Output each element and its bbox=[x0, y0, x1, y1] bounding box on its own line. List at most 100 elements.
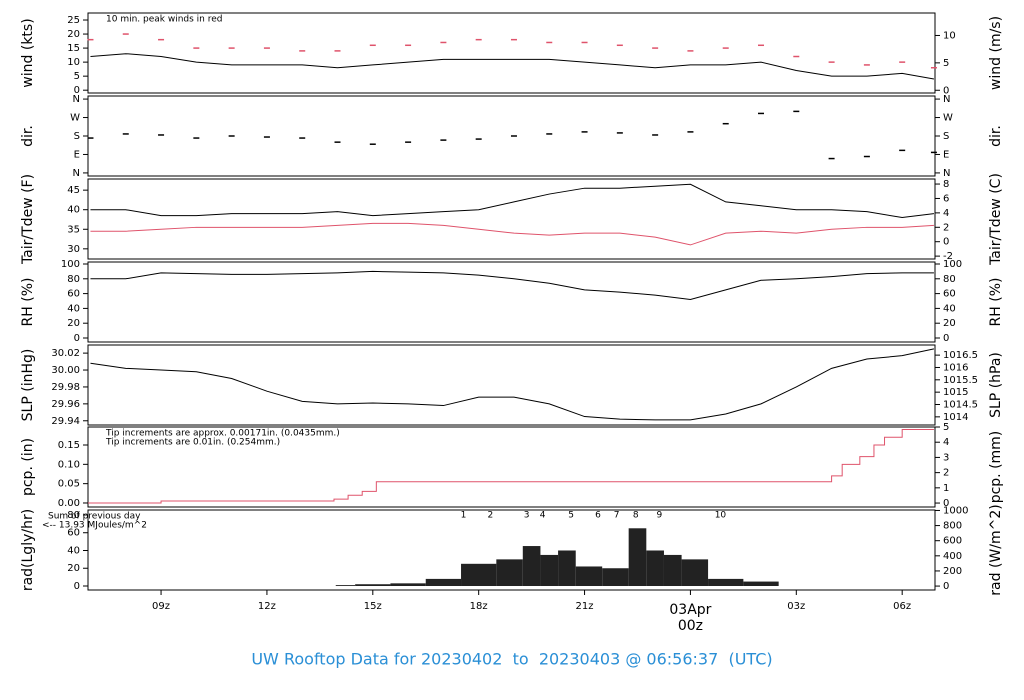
y-tick-label: 80 bbox=[67, 274, 80, 285]
panel-frame bbox=[87, 344, 936, 426]
bar bbox=[335, 585, 356, 587]
y2-tick-label: 2 bbox=[943, 222, 949, 233]
y2-tick-label: 100 bbox=[943, 259, 962, 270]
y2-tick-label: 20 bbox=[943, 318, 956, 329]
sun-label: 7 bbox=[614, 511, 620, 521]
y-tick-label: 20 bbox=[67, 29, 80, 40]
sun-label: 4 bbox=[540, 511, 546, 521]
annotation: 10 min. peak winds in red bbox=[106, 15, 223, 25]
bar bbox=[540, 554, 559, 587]
y2-tick-label: 1014 bbox=[943, 412, 968, 423]
x-tick-label: 15z bbox=[364, 601, 382, 612]
y-axis-label: pcp. (in) bbox=[20, 438, 36, 496]
y2-tick-label: 60 bbox=[943, 289, 956, 300]
y2-tick-label: 40 bbox=[943, 303, 956, 314]
bar bbox=[646, 550, 664, 587]
y-tick-label: 29.98 bbox=[51, 382, 80, 393]
sun-label: 5 bbox=[568, 511, 574, 521]
y2-tick-label: 80 bbox=[943, 274, 956, 285]
y-tick-label: 0.00 bbox=[58, 498, 80, 509]
y-tick-label: 60 bbox=[67, 528, 80, 539]
y-tick-label: S bbox=[74, 131, 80, 142]
bar bbox=[425, 578, 462, 587]
y2-tick-label: S bbox=[943, 131, 949, 142]
bar bbox=[743, 581, 779, 587]
sun-label: 8 bbox=[633, 511, 639, 521]
y-tick-label: 40 bbox=[67, 205, 80, 216]
y2-tick-label: -2 bbox=[943, 251, 953, 262]
y-tick-label: 0.10 bbox=[58, 459, 80, 470]
series-line bbox=[90, 348, 935, 421]
bar bbox=[663, 554, 682, 587]
y2-tick-label: E bbox=[943, 149, 949, 160]
annotation: <-- 13.93 MJoules/m^2 bbox=[42, 521, 147, 531]
y-axis-label: dir. bbox=[20, 125, 36, 147]
series-line bbox=[90, 53, 935, 80]
y-axis-label: SLP (inHg) bbox=[20, 349, 36, 422]
y-tick-label: 0.15 bbox=[58, 440, 80, 451]
y2-tick-label: 0 bbox=[943, 581, 949, 592]
x-tick-label: 21z bbox=[576, 601, 594, 612]
y-tick-label: 45 bbox=[67, 185, 80, 196]
panel-frame bbox=[87, 426, 936, 508]
y2-axis-label: pcp. (mm) bbox=[988, 431, 1004, 504]
y2-tick-label: 1016 bbox=[943, 362, 968, 373]
sun-label: 3 bbox=[524, 511, 530, 521]
y-tick-label: 100 bbox=[61, 259, 80, 270]
y2-tick-label: 400 bbox=[943, 551, 962, 562]
bar bbox=[558, 550, 576, 587]
x-tick-label: 09z bbox=[152, 601, 170, 612]
y-tick-label: N bbox=[73, 168, 80, 179]
y-tick-label: 0 bbox=[74, 85, 80, 96]
y2-tick-label: 800 bbox=[943, 521, 962, 532]
panel-frame bbox=[87, 12, 936, 94]
y2-tick-label: 0 bbox=[943, 498, 949, 509]
y-tick-label: 29.96 bbox=[51, 399, 80, 410]
y2-tick-label: 2 bbox=[943, 468, 949, 479]
bar bbox=[461, 563, 497, 587]
series-line bbox=[90, 183, 935, 219]
y2-tick-label: 1016.5 bbox=[943, 350, 978, 361]
y-tick-label: E bbox=[74, 149, 80, 160]
sun-label: 9 bbox=[657, 511, 663, 521]
series-line bbox=[90, 270, 934, 301]
bar bbox=[628, 528, 647, 587]
x-tick-label: 18z bbox=[470, 601, 488, 612]
y2-axis-label: SLP (hPa) bbox=[988, 352, 1004, 418]
y2-tick-label: 0 bbox=[943, 237, 949, 248]
y-tick-label: 30 bbox=[67, 244, 80, 255]
y2-tick-label: 1014.5 bbox=[943, 400, 978, 411]
y-axis-label: RH (%) bbox=[20, 278, 36, 327]
y-tick-label: 5 bbox=[74, 71, 80, 82]
y2-tick-label: 1015.5 bbox=[943, 375, 978, 386]
annotation: Sum of previous day bbox=[48, 512, 141, 522]
y2-tick-label: 5 bbox=[943, 58, 949, 69]
y-tick-label: N bbox=[73, 94, 80, 105]
y-tick-label: 35 bbox=[67, 224, 80, 235]
bar bbox=[575, 566, 603, 587]
y2-axis-label: wind (m/s) bbox=[988, 16, 1004, 90]
y-tick-label: 25 bbox=[67, 15, 80, 26]
date-label: 03Apr bbox=[669, 602, 711, 618]
y-tick-label: 0 bbox=[74, 333, 80, 344]
y2-axis-label: Tair/Tdew (C) bbox=[988, 173, 1004, 266]
annotation: Tip increments are approx. 0.00171in. (0… bbox=[105, 429, 340, 439]
x-tick-label: 00z bbox=[678, 618, 703, 634]
bar bbox=[355, 584, 391, 587]
y2-tick-label: 6 bbox=[943, 193, 949, 204]
sun-label: 6 bbox=[595, 511, 601, 521]
y2-tick-label: 3 bbox=[943, 452, 949, 463]
y-tick-label: 29.94 bbox=[51, 416, 80, 427]
x-tick-label: 03z bbox=[787, 601, 805, 612]
y-tick-label: 30.00 bbox=[51, 365, 80, 376]
bar bbox=[708, 578, 744, 587]
y2-tick-label: 1015 bbox=[943, 387, 968, 398]
y-axis-label: wind (kts) bbox=[20, 18, 36, 87]
y2-tick-label: N bbox=[943, 94, 950, 105]
y-tick-label: W bbox=[70, 113, 80, 124]
y2-tick-label: 600 bbox=[943, 536, 962, 547]
x-tick-label: 06z bbox=[893, 601, 911, 612]
bar bbox=[681, 559, 709, 587]
sun-label: 10 bbox=[715, 511, 727, 521]
y2-tick-label: 5 bbox=[943, 422, 949, 433]
